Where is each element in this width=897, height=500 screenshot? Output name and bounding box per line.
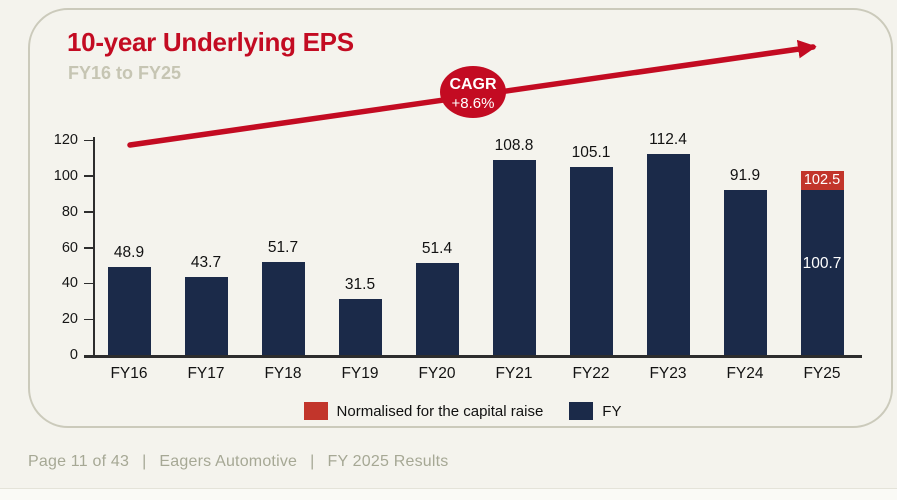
x-axis-label-fy23: FY23 xyxy=(649,365,687,382)
bar-value-fy16: 48.9 xyxy=(113,244,145,262)
y-axis-line xyxy=(93,137,95,355)
footer-separator: | xyxy=(310,453,315,470)
y-axis-label: 40 xyxy=(61,275,78,292)
x-axis-label-fy21: FY21 xyxy=(495,365,533,382)
y-axis-tick xyxy=(84,175,94,177)
chart-card: 10-year Underlying EPS FY16 to FY25 0 20 4… xyxy=(28,8,893,428)
x-axis-label-fy20: FY20 xyxy=(418,365,456,382)
bar-fy21 xyxy=(492,160,536,355)
bar-value-fy17: 43.7 xyxy=(190,253,222,271)
legend-item-fy: FY xyxy=(569,402,621,420)
x-axis-label-fy24: FY24 xyxy=(726,365,764,382)
bar-chart-plot: 0 20 40 60 80 100 120 48.9 FY16 43.7 FY17 51.7 FY18 3… xyxy=(30,10,895,430)
bar-fy24 xyxy=(723,190,767,355)
y-axis-tick xyxy=(84,139,94,141)
bar-fy17 xyxy=(184,276,228,355)
bar-fy22 xyxy=(569,166,613,355)
bar-fy23 xyxy=(646,153,690,355)
legend-label-fy: FY xyxy=(602,402,622,420)
x-axis-label-fy16: FY16 xyxy=(110,365,148,382)
legend-swatch-normalised xyxy=(303,402,328,420)
x-axis-line xyxy=(84,355,862,358)
y-axis-tick xyxy=(84,247,94,249)
y-axis-label: 100 xyxy=(53,167,78,184)
bar-fy25: 102.5 100.7 xyxy=(800,171,844,355)
y-axis-label: 120 xyxy=(53,132,78,148)
x-axis-label-fy18: FY18 xyxy=(264,365,302,382)
x-axis-label-fy25: FY25 xyxy=(803,365,841,382)
y-axis-tick xyxy=(84,211,94,213)
bar-value-fy19: 31.5 xyxy=(344,275,376,293)
bar-value-fy23: 112.4 xyxy=(649,130,687,148)
x-axis-label-fy22: FY22 xyxy=(572,365,610,382)
y-axis-label: 0 xyxy=(69,347,78,363)
bar-value-fy22: 105.1 xyxy=(571,143,611,161)
legend-item-normalised: Normalised for the capital raise xyxy=(303,402,544,420)
chart-legend: Normalised for the capital raise FY xyxy=(30,400,895,422)
page-footer: Page 11 of 43 | Eagers Automotive | FY 2025 … xyxy=(28,453,448,471)
x-axis-label-fy19: FY19 xyxy=(341,365,379,382)
bar-normalised-segment: 102.5 xyxy=(800,171,844,191)
legend-swatch-fy xyxy=(569,402,594,420)
bar-fy18 xyxy=(261,262,305,355)
bar-value-fy21: 108.8 xyxy=(494,137,534,155)
y-axis-tick xyxy=(84,354,94,356)
footer-separator: | xyxy=(142,453,147,470)
y-axis-tick xyxy=(84,282,94,285)
bar-fy-segment xyxy=(800,190,844,355)
bar-value-fy20: 51.4 xyxy=(421,239,453,257)
y-axis-label: 20 xyxy=(61,311,78,328)
y-axis-label: 80 xyxy=(61,203,78,220)
footer-company: Eagers Automotive xyxy=(159,453,298,470)
footer-page-number: Page 11 of 43 xyxy=(28,453,130,470)
bottom-strip xyxy=(0,488,897,500)
bar-fy-value: 100.7 xyxy=(802,254,842,272)
y-axis-label: 60 xyxy=(61,239,78,256)
footer-results: FY 2025 Results xyxy=(327,453,449,470)
bar-value-fy18: 51.7 xyxy=(267,239,299,257)
y-axis-tick xyxy=(84,318,94,321)
bar-fy20 xyxy=(415,262,459,355)
bar-fy16 xyxy=(107,267,151,355)
x-axis-label-fy17: FY17 xyxy=(187,365,225,382)
legend-label-normalised: Normalised for the capital raise xyxy=(336,402,544,420)
bar-fy19 xyxy=(338,298,382,355)
bar-value-fy24: 91.9 xyxy=(729,167,761,185)
